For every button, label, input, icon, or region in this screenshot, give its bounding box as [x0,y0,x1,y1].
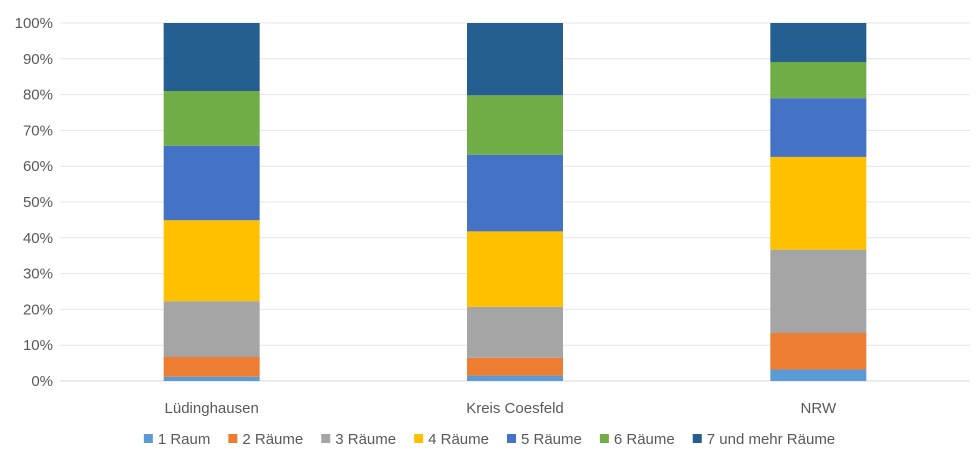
legend-label: 4 Räume [428,431,489,448]
y-tick-label: 10% [23,337,53,354]
x-tick-label: NRW [801,400,837,417]
legend-swatch [321,434,331,443]
legend-label: 3 Räume [335,431,396,448]
bar-segment [163,220,260,302]
bar-segment [770,249,867,334]
bar-segment [467,23,563,96]
y-axis-ticks: 0% 10% 20% 30% 40% 50% 60% 70% 80% 90% 100% [15,15,53,390]
y-tick-label: 0% [31,373,53,390]
bar-segment [770,98,867,157]
legend-swatch [143,434,153,443]
bar-segment [467,375,563,381]
bar-segment [467,154,563,232]
legend-swatch [228,434,238,443]
x-tick-label: Lüdinghausen [165,400,259,417]
legend-label: 7 und mehr Räume [707,431,835,448]
bar-segment [163,301,260,358]
legend-swatch [507,434,516,443]
bar-segment [163,376,260,381]
bar-segment [770,369,867,381]
y-tick-label: 100% [15,15,53,32]
bar-segment [770,62,867,99]
legend-swatch [692,434,702,443]
x-tick-label: Kreis Coesfeld [466,400,564,417]
y-tick-label: 40% [23,230,53,247]
y-tick-label: 90% [23,51,53,68]
y-tick-label: 50% [23,194,53,211]
bar-segment [770,156,867,250]
bar-segment [163,145,260,221]
legend-swatch [414,434,424,443]
bar-segment [467,95,563,155]
y-tick-label: 20% [23,301,53,318]
bar-segment [467,306,563,358]
bar-segment [770,333,867,370]
legend-swatch [599,434,609,443]
bar-segment [467,231,563,307]
bar-segment [163,23,260,92]
y-tick-label: 80% [23,87,53,104]
y-tick-label: 60% [23,158,53,175]
y-tick-label: 70% [23,122,53,139]
bar-segment [163,91,260,146]
legend-label: 6 Räume [614,431,675,448]
bar-segment [770,23,867,63]
bar-segment [163,357,260,377]
bar-segment [467,357,563,376]
legend-label: 1 Raum [158,431,211,448]
legend: 1 Raum 2 Räume 3 Räume 4 Räume 5 Räume 6 Räum… [143,431,835,448]
x-axis-ticks: Lüdinghausen Kreis Coesfeld NRW [165,400,837,417]
bars [163,23,867,381]
legend-label: 5 Räume [521,431,582,448]
legend-label: 2 Räume [242,431,303,448]
y-tick-label: 30% [23,266,53,283]
